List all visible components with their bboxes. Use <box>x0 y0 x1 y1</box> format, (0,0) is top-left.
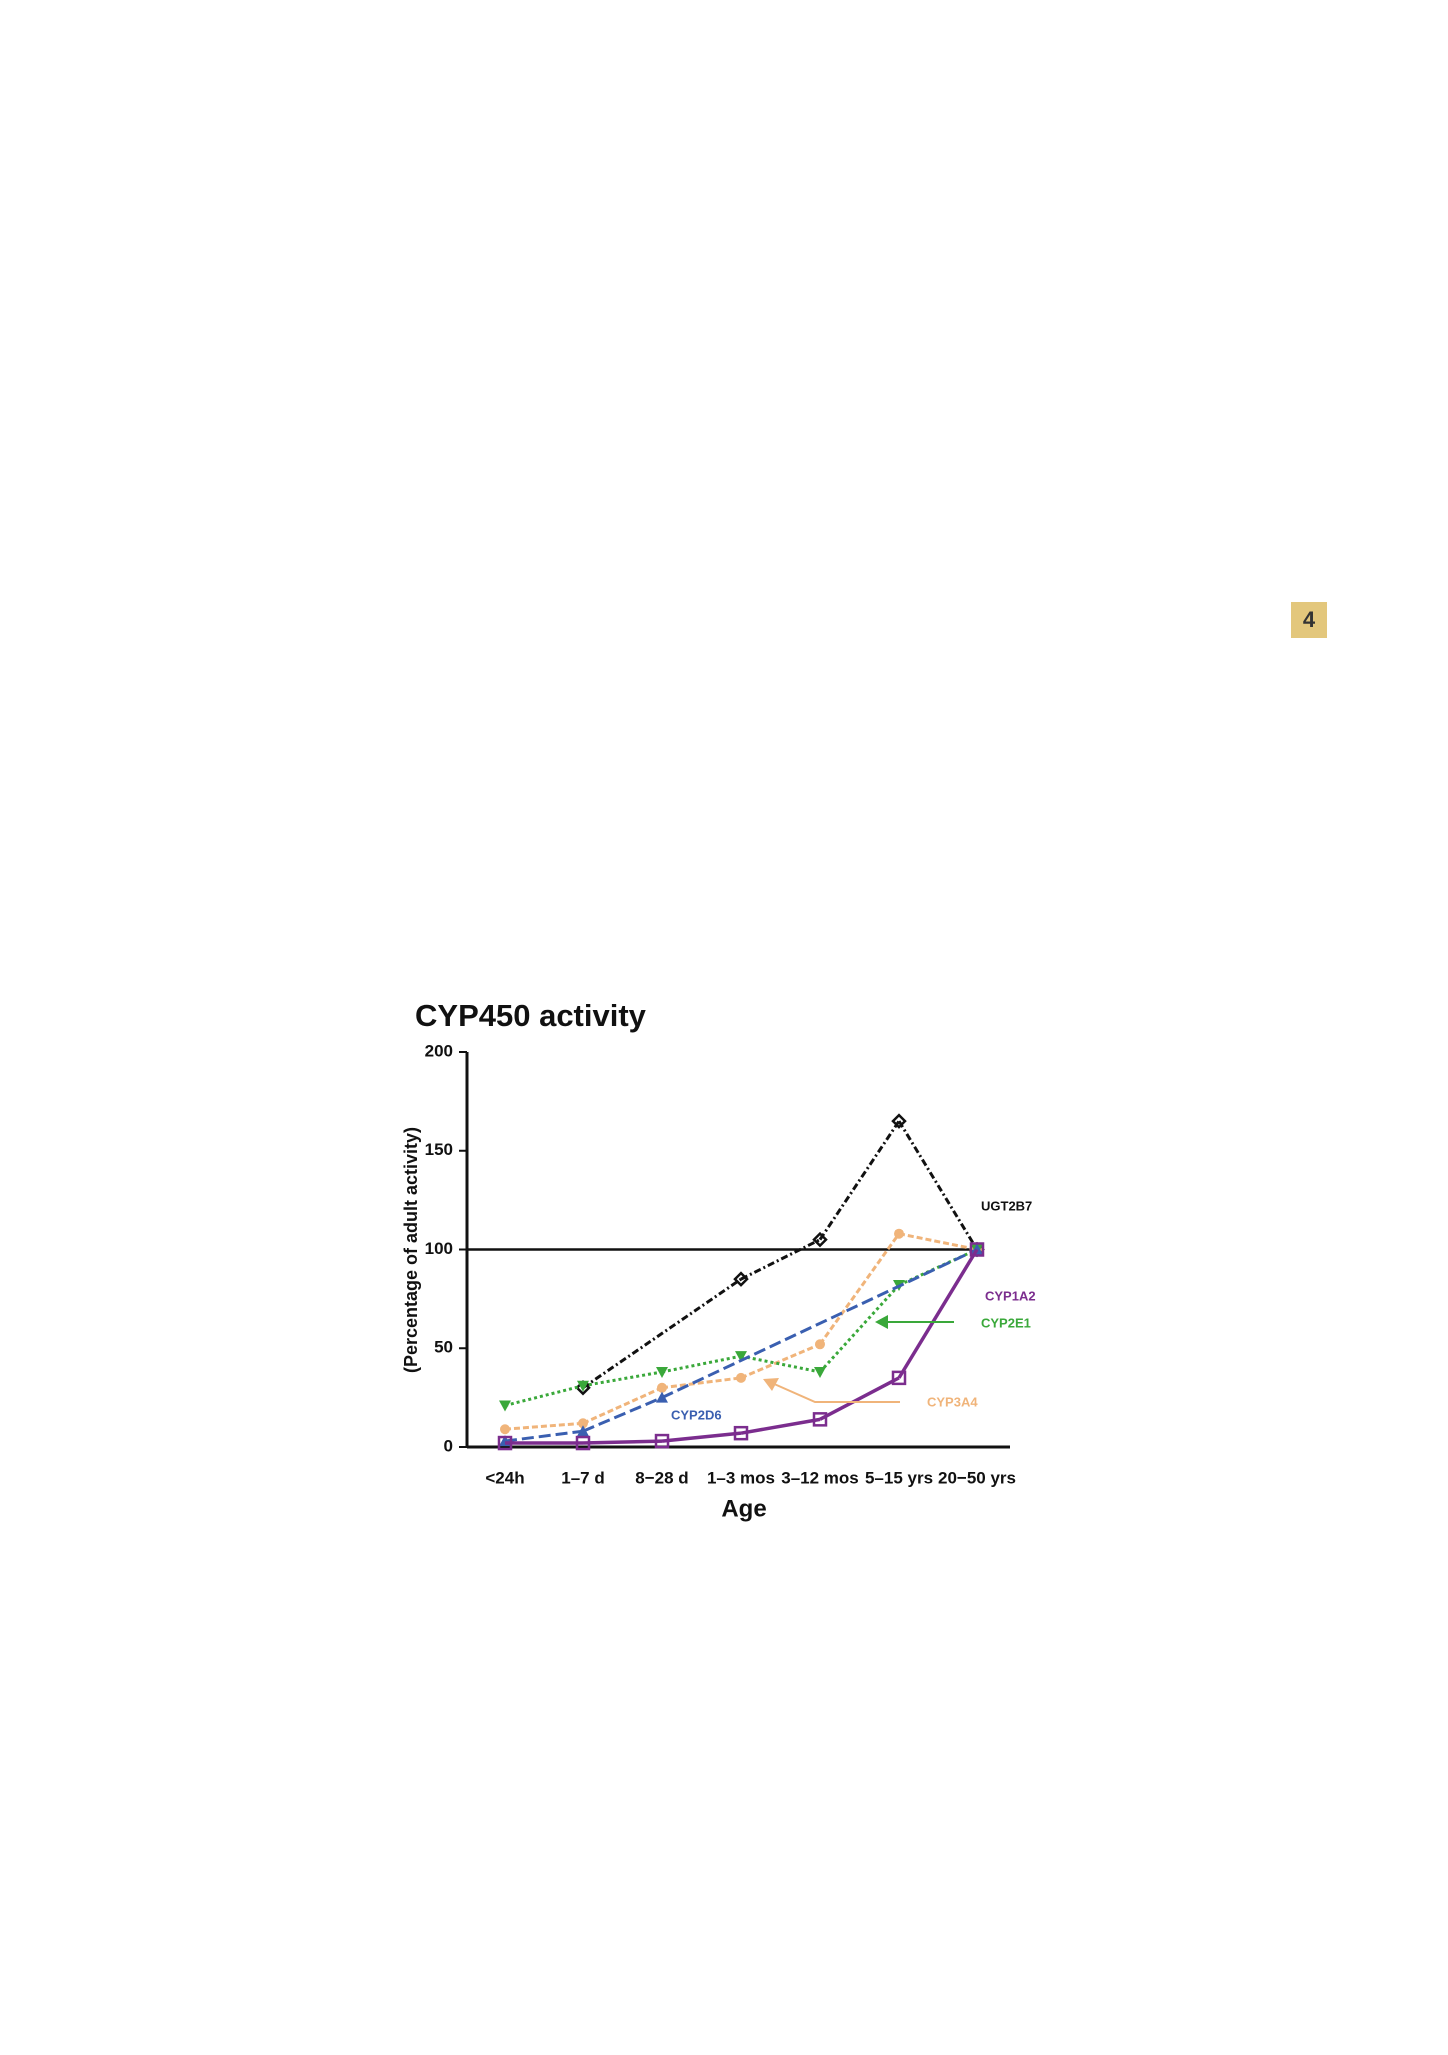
marker <box>894 1228 904 1239</box>
marker <box>733 1425 749 1441</box>
marker <box>891 1113 907 1129</box>
series-line <box>661 1354 742 1374</box>
x-tick-label: 5–15 yrs <box>865 1468 933 1487</box>
x-tick-label: 20−50 yrs <box>938 1468 1016 1487</box>
marker <box>657 1382 667 1393</box>
series-line <box>582 1277 742 1389</box>
marker <box>578 1418 588 1429</box>
series-line <box>818 1120 901 1241</box>
x-tick-label: 8−28 d <box>635 1468 688 1487</box>
marker <box>814 1366 826 1378</box>
series-line <box>582 1386 663 1425</box>
marker <box>736 1372 746 1383</box>
series-line <box>740 1238 821 1281</box>
marker <box>891 1370 907 1386</box>
marker <box>577 1380 589 1392</box>
series-line <box>504 1421 584 1431</box>
y-axis-label: (Percentage of adult activity) <box>401 1127 421 1373</box>
series-line <box>504 1384 584 1407</box>
series-line <box>898 1232 978 1251</box>
marker <box>656 1391 668 1403</box>
marker <box>500 1424 510 1435</box>
chart-title: CYP450 activity <box>415 998 647 1033</box>
series-line <box>818 1232 901 1346</box>
x-axis-label: Age <box>721 1495 766 1522</box>
series-line <box>897 1120 979 1251</box>
series-label: CYP1A2 <box>985 1288 1036 1303</box>
label-arrow <box>771 1382 900 1403</box>
series-label: CYP2D6 <box>671 1407 722 1422</box>
x-tick-label: 1–7 d <box>561 1468 604 1487</box>
marker <box>735 1351 747 1363</box>
marker <box>575 1379 591 1396</box>
series-label: CYP2E1 <box>981 1315 1031 1330</box>
y-tick-label: 150 <box>425 1140 453 1159</box>
x-tick-label: 1–3 mos <box>707 1468 775 1487</box>
series-line <box>818 1284 901 1373</box>
series-line <box>897 1248 979 1379</box>
series-line <box>504 1429 584 1443</box>
series-line <box>661 1248 978 1399</box>
page-number: 4 <box>1303 607 1316 632</box>
series-line <box>661 1431 742 1443</box>
marker <box>497 1435 513 1451</box>
marker <box>812 1412 828 1427</box>
marker <box>577 1425 589 1437</box>
series-line <box>819 1376 900 1421</box>
marker <box>815 1339 825 1350</box>
series-line <box>740 1354 821 1374</box>
series-line <box>582 1396 663 1433</box>
x-tick-label: <24h <box>485 1468 524 1487</box>
series-line <box>740 1342 821 1380</box>
marker <box>575 1435 591 1451</box>
marker <box>733 1271 749 1287</box>
marker <box>656 1366 668 1378</box>
series-line <box>582 1370 663 1388</box>
arrow-head <box>763 1378 779 1391</box>
y-tick-label: 200 <box>425 1041 453 1060</box>
marker <box>654 1433 670 1449</box>
page-badge <box>1291 602 1327 638</box>
y-tick-label: 50 <box>434 1338 453 1357</box>
x-tick-label: 3–12 mos <box>781 1468 859 1487</box>
y-tick-label: 100 <box>425 1239 453 1258</box>
series-label: UGT2B7 <box>981 1198 1032 1213</box>
marker <box>969 1242 985 1257</box>
arrow-head <box>875 1315 888 1329</box>
series-line <box>582 1439 663 1445</box>
marker <box>499 1400 511 1412</box>
y-tick-label: 0 <box>444 1436 453 1455</box>
series-line <box>740 1417 821 1435</box>
series-line <box>661 1376 742 1390</box>
marker <box>812 1231 828 1248</box>
series-label: CYP3A4 <box>927 1394 978 1409</box>
